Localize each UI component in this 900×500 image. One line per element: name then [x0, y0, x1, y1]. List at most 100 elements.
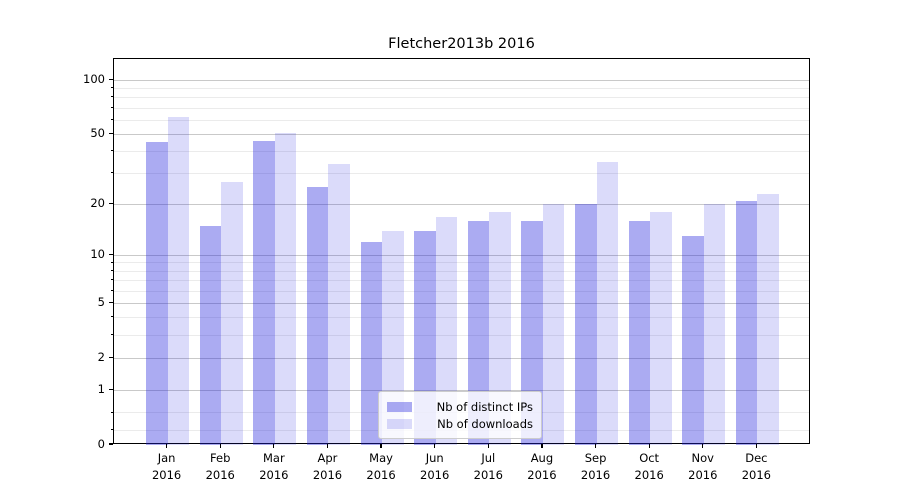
- bar-downloads: [757, 193, 779, 445]
- y-tick-mark: [109, 443, 113, 445]
- y-tick-mark: [109, 202, 113, 204]
- x-tick-mark: [434, 444, 436, 448]
- major-gridline: [114, 357, 809, 359]
- minor-gridline: [114, 119, 809, 121]
- bar-distinct-ips: [360, 242, 383, 445]
- x-tick-label: Oct 2016: [634, 451, 664, 482]
- y-minor-tick-mark: [110, 429, 113, 430]
- y-minor-tick-mark: [110, 411, 113, 413]
- bar-distinct-ips: [575, 204, 597, 445]
- x-tick-label: Feb 2016: [205, 451, 235, 482]
- y-tick-label: 5: [97, 295, 105, 310]
- x-tick-label: Sep 2016: [580, 451, 611, 482]
- legend-item-downloads: Nb of downloads: [387, 415, 533, 432]
- x-tick-label: Jan 2016: [151, 451, 182, 482]
- legend-label-downloads: Nb of downloads: [437, 416, 533, 431]
- x-tick-label: May 2016: [366, 451, 396, 482]
- minor-gridline: [114, 87, 809, 89]
- x-tick-mark: [755, 444, 757, 448]
- minor-gridline: [114, 173, 809, 175]
- y-minor-tick-mark: [110, 96, 113, 97]
- x-tick-label: Nov 2016: [688, 451, 718, 482]
- bar-distinct-ips: [467, 221, 490, 445]
- y-minor-tick-mark: [110, 106, 113, 108]
- y-tick-mark: [109, 132, 113, 134]
- x-tick-mark: [273, 444, 275, 448]
- minor-gridline: [114, 107, 809, 109]
- y-minor-tick-mark: [110, 118, 113, 120]
- x-tick-label: Jul 2016: [473, 451, 503, 482]
- legend-swatch-distinct-ips-icon: [387, 401, 412, 412]
- y-minor-tick-mark: [110, 334, 113, 335]
- bar-distinct-ips: [521, 221, 543, 445]
- y-tick-mark: [109, 301, 113, 303]
- bar-distinct-ips: [682, 236, 704, 445]
- y-tick-label: 0: [97, 437, 105, 451]
- minor-gridline: [114, 270, 809, 272]
- minor-gridline: [114, 150, 809, 152]
- bar-downloads: [489, 212, 511, 445]
- bar-downloads: [542, 204, 565, 445]
- y-tick-label: 2: [97, 350, 105, 365]
- y-minor-tick-mark: [110, 172, 113, 173]
- y-tick-mark: [109, 78, 113, 80]
- major-gridline: [114, 254, 809, 256]
- major-gridline: [114, 302, 809, 304]
- x-tick-mark: [487, 444, 489, 448]
- bar-downloads: [274, 132, 297, 445]
- bar-distinct-ips: [735, 200, 758, 445]
- bar-distinct-ips: [253, 140, 275, 445]
- bar-distinct-ips: [146, 142, 168, 445]
- x-tick-label: Mar 2016: [259, 451, 289, 482]
- y-minor-tick-mark: [110, 289, 113, 291]
- minor-gridline: [114, 280, 809, 282]
- y-minor-tick-mark: [110, 87, 113, 88]
- x-tick-mark: [702, 444, 704, 448]
- chart-title: Fletcher2013b 2016: [388, 36, 535, 52]
- bar-distinct-ips: [307, 187, 329, 445]
- major-gridline: [114, 203, 809, 205]
- y-minor-tick-mark: [110, 150, 113, 151]
- x-tick-mark: [219, 444, 221, 448]
- plot-area: [113, 58, 810, 445]
- major-gridline: [114, 133, 809, 135]
- x-tick-label: Dec 2016: [741, 451, 772, 482]
- x-tick-mark: [380, 444, 382, 448]
- y-tick-label: 20: [90, 196, 105, 211]
- bar-downloads: [328, 163, 350, 445]
- bar-downloads: [596, 161, 618, 445]
- legend: Nb of distinct IPs Nb of downloads: [378, 391, 542, 439]
- major-gridline: [114, 389, 809, 391]
- bar-distinct-ips: [199, 225, 222, 445]
- bar-downloads: [167, 117, 190, 445]
- x-tick-label: Apr 2016: [312, 451, 343, 482]
- x-tick-mark: [326, 444, 329, 448]
- legend-label-distinct-ips: Nb of distinct IPs: [436, 399, 533, 414]
- bar-downloads: [650, 212, 672, 445]
- bar-downloads: [703, 204, 726, 445]
- bar-downloads: [221, 181, 243, 445]
- legend-swatch-downloads-icon: [387, 418, 412, 429]
- y-minor-tick-mark: [110, 269, 113, 271]
- y-minor-tick-mark: [110, 279, 113, 280]
- y-tick-label: 50: [90, 126, 105, 141]
- y-tick-mark: [109, 388, 113, 390]
- minor-gridline: [114, 334, 809, 336]
- x-tick-label: Jun 2016: [420, 451, 450, 482]
- x-tick-mark: [541, 444, 543, 448]
- x-tick-mark: [594, 444, 597, 448]
- major-gridline: [114, 79, 809, 81]
- y-tick-mark: [109, 253, 113, 256]
- y-tick-label: 10: [90, 247, 105, 262]
- legend-item-distinct-ips: Nb of distinct IPs: [387, 398, 533, 415]
- y-minor-tick-mark: [110, 316, 113, 318]
- y-minor-tick-mark: [110, 261, 113, 263]
- minor-gridline: [114, 290, 809, 292]
- x-tick-label: Aug 2016: [527, 451, 557, 482]
- x-tick-mark: [166, 444, 168, 448]
- y-tick-label: 1: [97, 382, 105, 397]
- minor-gridline: [114, 97, 809, 99]
- bar-distinct-ips: [628, 221, 651, 445]
- y-tick-label: 100: [83, 72, 105, 87]
